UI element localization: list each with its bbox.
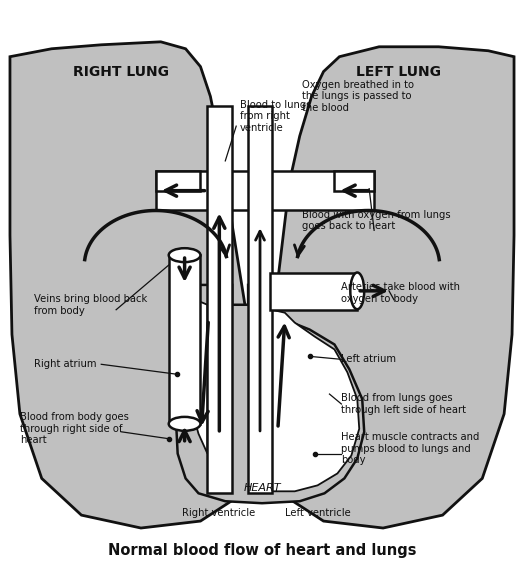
Text: Veins bring blood back
from body: Veins bring blood back from body (34, 294, 147, 316)
Text: Oxygen breathed in to
the lungs is passed to
the blood: Oxygen breathed in to the lungs is passe… (302, 80, 413, 113)
Text: Left ventricle: Left ventricle (285, 508, 351, 518)
Ellipse shape (351, 273, 364, 309)
Text: Right ventricle: Right ventricle (182, 508, 255, 518)
Polygon shape (189, 300, 208, 454)
Text: Blood from body goes
through right side of
heart: Blood from body goes through right side … (20, 412, 129, 446)
Text: Blood to lungs
from right
ventricle: Blood to lungs from right ventricle (240, 100, 312, 133)
Polygon shape (10, 42, 262, 528)
Text: Blood from lungs goes
through left side of heart: Blood from lungs goes through left side … (341, 393, 466, 415)
Text: HEART: HEART (243, 483, 281, 493)
Bar (270, 273, 357, 310)
Text: Normal blood flow of heart and lungs: Normal blood flow of heart and lungs (108, 544, 416, 558)
Text: LEFT LUNG: LEFT LUNG (356, 65, 441, 79)
Polygon shape (262, 46, 514, 528)
Text: Heart muscle contracts and
pumps blood to lungs and
body: Heart muscle contracts and pumps blood t… (341, 432, 480, 466)
Bar (208, 107, 232, 493)
Text: Right atrium: Right atrium (34, 359, 96, 369)
Text: Arteries take blood with
oxygen to body: Arteries take blood with oxygen to body (341, 282, 461, 304)
Bar (169, 255, 201, 424)
Bar (334, 171, 374, 191)
Bar (156, 171, 201, 191)
Ellipse shape (169, 417, 201, 431)
Bar (248, 107, 272, 493)
Bar (156, 171, 374, 210)
Polygon shape (272, 310, 359, 491)
Text: Left atrium: Left atrium (341, 354, 396, 365)
Text: RIGHT LUNG: RIGHT LUNG (73, 65, 169, 79)
Ellipse shape (169, 248, 201, 262)
Polygon shape (176, 285, 364, 503)
Text: Blood with oxygen from lungs
goes back to heart: Blood with oxygen from lungs goes back t… (302, 210, 450, 231)
